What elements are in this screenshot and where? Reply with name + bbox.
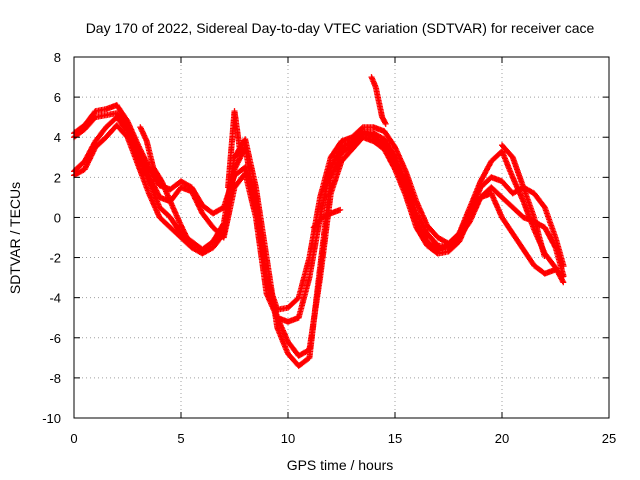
marker-path-spike-14 bbox=[368, 74, 389, 127]
marker-path-end-20 bbox=[499, 142, 548, 259]
chart-title: Day 170 of 2022, Sidereal Day-to-day VTE… bbox=[86, 20, 595, 36]
y-tick-label: -10 bbox=[42, 411, 61, 426]
y-tick-label: 2 bbox=[54, 170, 61, 185]
marker-path-spike-7 bbox=[225, 108, 244, 191]
x-tick-label: 0 bbox=[70, 431, 77, 446]
x-tick-label: 25 bbox=[602, 431, 616, 446]
x-axis-title: GPS time / hours bbox=[287, 457, 394, 473]
x-tick-label: 5 bbox=[177, 431, 184, 446]
y-tick-label: 6 bbox=[54, 90, 61, 105]
y-tick-label: -2 bbox=[49, 251, 61, 266]
y-tick-label: 8 bbox=[54, 50, 61, 65]
x-tick-label: 20 bbox=[495, 431, 509, 446]
series-dip-3 bbox=[137, 124, 194, 250]
y-tick-label: 0 bbox=[54, 210, 61, 225]
x-tick-label: 10 bbox=[281, 431, 295, 446]
y-tick-label: 4 bbox=[54, 130, 61, 145]
y-axis-title: SDTVAR / TECUs bbox=[7, 182, 23, 294]
y-tick-label: -4 bbox=[49, 291, 61, 306]
series-seg-12 bbox=[310, 206, 344, 231]
series-end-20 bbox=[499, 142, 548, 259]
series-spike-14 bbox=[368, 74, 389, 127]
marker-path-seg-12 bbox=[310, 206, 344, 231]
series-spike-7 bbox=[225, 108, 244, 191]
plot-frame bbox=[73, 56, 610, 419]
y-tick-label: -8 bbox=[49, 371, 61, 386]
x-tick-label: 15 bbox=[388, 431, 402, 446]
marker-path-dip-3 bbox=[137, 124, 194, 250]
axis-ticks: 0 5 10 15 20 25 -10 -8 -6 -4 -2 0 2 4 6 8 bbox=[42, 50, 616, 446]
y-tick-label: -6 bbox=[49, 331, 61, 346]
